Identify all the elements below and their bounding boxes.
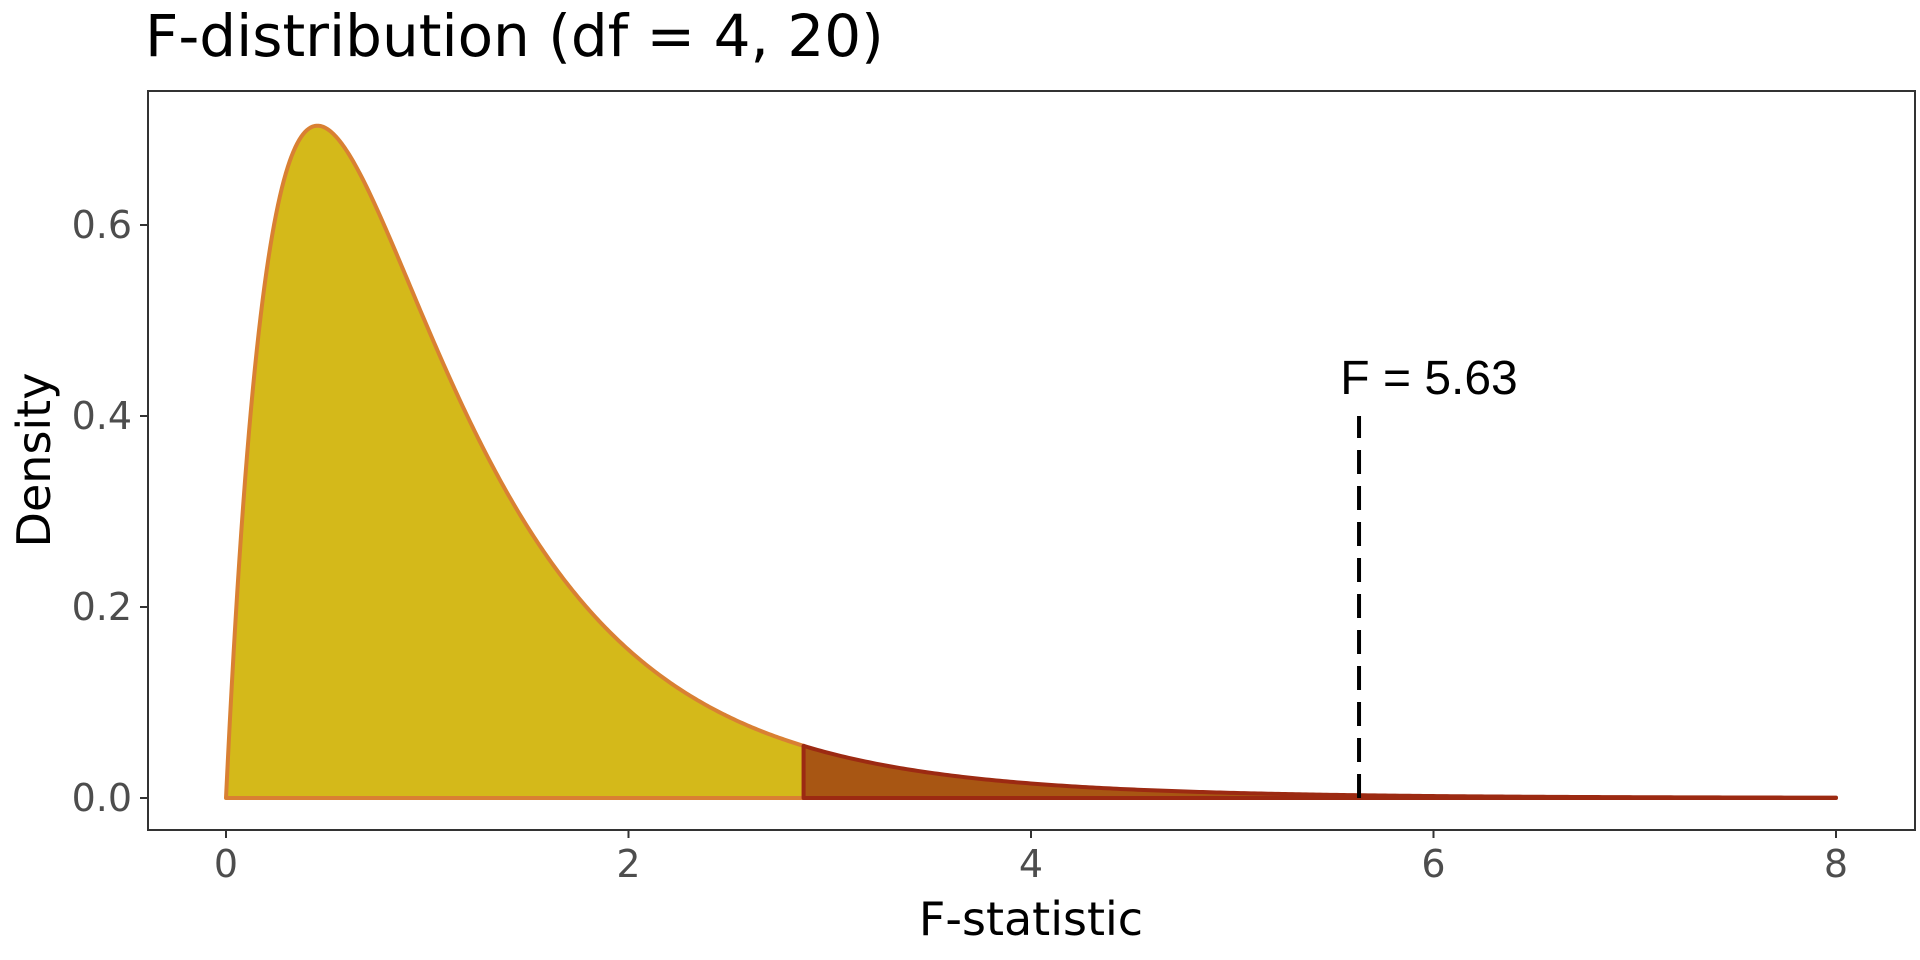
density-tail-area — [801, 743, 1838, 800]
density-body-area — [224, 123, 806, 800]
y-axis-title: Density — [7, 373, 61, 548]
y-tick-label: 0.0 — [72, 776, 132, 820]
x-tick-label: 0 — [214, 842, 238, 886]
observed-f-annotation: F = 5.63 — [1340, 352, 1517, 405]
x-tick-label: 8 — [1824, 842, 1848, 886]
x-tick-label: 6 — [1421, 842, 1445, 886]
plot-panel: F = 5.63 — [147, 90, 1916, 831]
y-axis: 0.0 0.2 0.4 0.6 — [72, 203, 148, 820]
y-tick-label: 0.2 — [72, 585, 132, 629]
y-tick-label: 0.6 — [72, 203, 132, 247]
chart-title: F-distribution (df = 4, 20) — [145, 2, 884, 70]
x-axis-title: F-statistic — [919, 892, 1143, 946]
x-tick-label: 4 — [1019, 842, 1043, 886]
x-axis: 0 2 4 6 8 — [214, 830, 1848, 886]
y-tick-label: 0.4 — [72, 394, 132, 438]
x-tick-label: 2 — [616, 842, 640, 886]
